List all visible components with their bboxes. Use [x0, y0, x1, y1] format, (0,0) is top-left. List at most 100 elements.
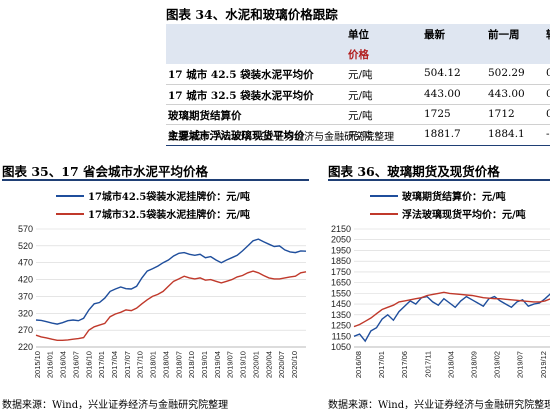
x-tick-label: 2020/10 — [290, 351, 299, 378]
y-tick-label: 1750 — [331, 267, 351, 277]
x-tick-label: 2017/06 — [400, 351, 409, 378]
row-name: 主要城市浮法玻璃现货平均价 — [168, 130, 305, 142]
x-tick-label: 2020/04 — [264, 351, 273, 378]
y-tick-label: 1850 — [331, 256, 351, 266]
row-name: 17 城市 42.5 袋装水泥平均价 — [168, 69, 314, 81]
x-tick-label: 2018/04 — [446, 351, 455, 378]
x-tick-label: 2017/10 — [136, 351, 145, 378]
header-latest: 最新 — [424, 29, 445, 41]
x-tick-label: 2018/01 — [149, 351, 158, 378]
chart-36-title: 图表 36、玻璃期货及现货价格 — [328, 164, 500, 179]
row-latest: 1725 — [424, 108, 451, 120]
row-prev: 443.00 — [488, 88, 525, 100]
x-tick-label: 2019/12 — [539, 351, 548, 378]
x-tick-label: 2016/10 — [84, 351, 93, 378]
x-tick-label: 2018/07 — [174, 351, 183, 378]
x-tick-label: 2017/01 — [97, 351, 106, 378]
series-line-1 — [353, 293, 550, 343]
x-tick-label: 2018/10 — [187, 351, 196, 378]
legend-label-s2: 17城市32.5袋装水泥挂牌价：元/吨 — [88, 210, 250, 221]
x-tick-label: 2018/09 — [469, 351, 478, 378]
table-row: 主要城市浮法玻璃现货平均价 元/吨 1881.7 1884.1 - — [166, 124, 550, 146]
chart-36-title-rule — [328, 179, 550, 181]
header-change: 较 — [546, 27, 550, 42]
y-tick-label: 1450 — [331, 299, 351, 309]
y-tick-label: 1150 — [332, 331, 351, 341]
table-row: 17 城市 42.5 袋装水泥平均价 元/吨 504.12 502.29 0 — [166, 64, 550, 84]
chart-35-title: 图表 35、17 省会城市水泥平均价格 — [2, 164, 208, 179]
chart-35-source-note: 数据来源：Wind，兴业证券经济与金融研究院整理 — [2, 400, 229, 411]
y-tick-label: 470 — [18, 258, 33, 268]
x-tick-label: 2019/01 — [200, 351, 209, 378]
section-label: 价格 — [348, 49, 369, 61]
x-tick-label: 2020/07 — [277, 351, 286, 378]
x-tick-label: 2016/04 — [59, 351, 68, 378]
y-tick-label: 220 — [18, 342, 33, 352]
x-tick-label: 2019/04 — [213, 351, 222, 378]
table-row: 玻璃期货结算价 元/吨 1725 1712 0 — [166, 104, 550, 125]
table-title: 图表 34、水泥和玻璃价格跟踪 — [166, 7, 338, 22]
y-tick-label: 420 — [18, 275, 33, 285]
x-tick-label: 2020/01 — [251, 351, 260, 378]
y-tick-label: 1550 — [331, 288, 351, 298]
row-latest: 504.12 — [424, 67, 461, 79]
y-tick-label: 2050 — [331, 235, 351, 245]
y-tick-label: 320 — [18, 308, 33, 318]
y-tick-label: 520 — [18, 241, 33, 251]
x-tick-label: 2016/07 — [71, 351, 80, 378]
x-tick-label: 2019/07 — [516, 351, 525, 378]
row-name: 玻璃期货结算价 — [168, 110, 242, 122]
x-tick-label: 2019/07 — [226, 351, 235, 378]
legend-label-glass-s1: 玻璃期货结算价：元/吨 — [402, 192, 506, 203]
row-prev: 1712 — [488, 108, 515, 120]
row-name: 17 城市 32.5 袋装水泥平均价 — [168, 90, 314, 102]
y-tick-label: 270 — [18, 325, 33, 335]
x-tick-label: 2018/04 — [161, 351, 170, 378]
header-prev-week: 前一周 — [488, 29, 520, 41]
row-latest: 1881.7 — [424, 128, 461, 140]
y-tick-label: 570 — [18, 224, 33, 234]
row-unit: 元/吨 — [348, 110, 373, 122]
table-source-note: 数据来源：Wind，兴业证券经济与金融研究院整理 — [168, 132, 395, 143]
row-unit: 元/吨 — [348, 69, 373, 81]
x-tick-label: 2019/02 — [493, 351, 502, 378]
y-tick-label: 1950 — [331, 245, 351, 255]
header-unit: 单位 — [348, 29, 369, 41]
table-header-row: 单位 最新 前一周 较 — [166, 24, 550, 44]
legend-swatch-s1 — [56, 195, 84, 197]
y-tick-label: 1050 — [331, 342, 351, 352]
row-change: 0 — [546, 88, 550, 100]
table-row: 17 城市 32.5 袋装水泥平均价 元/吨 443.00 443.00 0 — [166, 84, 550, 105]
y-tick-label: 370 — [18, 291, 33, 301]
row-change: - — [546, 128, 550, 140]
chart-35-title-rule — [2, 179, 309, 181]
row-latest: 443.00 — [424, 88, 461, 100]
x-tick-label: 2017/11 — [423, 351, 432, 378]
x-tick-label: 2017/04 — [110, 351, 119, 378]
series-line-2 — [353, 291, 550, 328]
x-tick-label: 2017/07 — [123, 351, 132, 378]
x-tick-label: 2015/10 — [33, 351, 42, 378]
y-tick-label: 1650 — [331, 278, 351, 288]
chart-36-plot: 2150205019501850175016501550145013501250… — [331, 224, 550, 378]
legend-swatch-glass-s2 — [370, 213, 398, 215]
row-prev: 502.29 — [488, 67, 525, 79]
chart-36-source-note: 数据来源：Wind，兴业证券经济与金融研究院整理 — [328, 400, 550, 411]
table-section-row: 价格 — [166, 44, 550, 64]
row-unit: 元/吨 — [348, 90, 373, 102]
x-tick-label: 2016/01 — [46, 351, 55, 378]
row-unit: 元/吨 — [348, 130, 373, 142]
x-tick-label: 2016/08 — [354, 351, 363, 378]
series-line-2 — [35, 270, 307, 342]
row-change: 0 — [546, 108, 550, 120]
series-line-1 — [35, 238, 307, 325]
x-tick-label: 2019/10 — [239, 351, 248, 378]
row-prev: 1884.1 — [488, 128, 525, 140]
x-tick-label: 2017/01 — [377, 351, 386, 378]
legend-label-glass-s2: 浮法玻璃现货平均价：元/吨 — [402, 210, 526, 221]
y-tick-label: 2150 — [331, 224, 351, 234]
y-tick-label: 1350 — [331, 310, 351, 320]
y-tick-label: 1250 — [331, 321, 351, 331]
legend-swatch-glass-s1 — [370, 195, 398, 197]
